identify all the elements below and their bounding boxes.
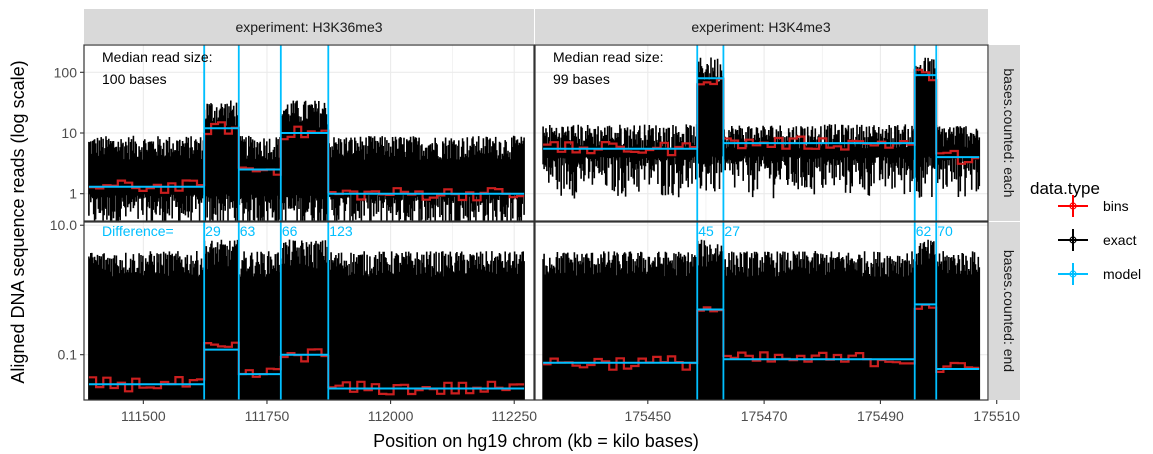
difference-label: Difference= <box>102 223 174 239</box>
legend-label: model <box>1103 266 1141 282</box>
x-tick-label: 112000 <box>368 408 414 424</box>
plot-area <box>542 239 981 400</box>
strip-top-left <box>84 9 534 44</box>
strip-label-row2: bases.counted: end <box>1001 250 1017 372</box>
strip-right-bottom <box>989 222 1020 400</box>
x-tick-label: 112250 <box>491 408 537 424</box>
x-axis-col1: 111500 111750 112000 112250 <box>121 400 537 424</box>
exact-series <box>542 239 981 400</box>
median-read-note: 100 bases <box>102 71 167 87</box>
x-tick-label: 175490 <box>857 408 904 424</box>
model-series <box>88 127 525 195</box>
x-tick-label: 175450 <box>624 408 671 424</box>
y-tick-label: 100 <box>54 64 78 80</box>
x-tick-label: 175510 <box>973 408 1020 424</box>
y-axis-row1: 1 10 100 <box>54 64 84 202</box>
difference-value: 70 <box>937 223 953 239</box>
model-series <box>88 348 525 390</box>
x-tick-label: 111500 <box>121 408 166 424</box>
x-axis-col2: 175450 175470 175490 175510 <box>624 400 1020 424</box>
y-tick-label: 1 <box>69 186 77 202</box>
legend: data.type bins exact model <box>1030 179 1141 285</box>
difference-value: 29 <box>205 223 221 239</box>
legend-key-point <box>1069 202 1077 210</box>
legend-item-model: model <box>1058 263 1141 285</box>
panel-h3k4me3-each: Median read size: 99 bases <box>534 44 989 222</box>
median-read-note: Median read size: <box>102 49 213 65</box>
legend-title: data.type <box>1030 179 1100 198</box>
strip-label-row1: bases.counted: each <box>1001 68 1017 197</box>
x-tick-label: 175470 <box>741 408 788 424</box>
strip-label-col2: experiment: H3K4me3 <box>691 19 831 35</box>
difference-value: 45 <box>698 223 714 239</box>
difference-value: 66 <box>282 223 298 239</box>
strip-top-right <box>535 9 988 44</box>
legend-item-exact: exact <box>1058 229 1137 251</box>
plot-area <box>542 57 981 199</box>
panel-h3k4me3-end: 45 27 62 70 <box>534 221 989 401</box>
panel-border <box>83 221 535 401</box>
y-tick-label: 0.1 <box>58 347 78 363</box>
panel-h3k36me3-each: Median read size: 100 bases <box>83 44 535 222</box>
y-tick-label: 10 <box>61 125 77 141</box>
legend-item-bins: bins <box>1058 195 1129 217</box>
strip-label-col1: experiment: H3K36me3 <box>235 19 382 35</box>
panel-h3k36me3-end: Difference= 29 63 66 123 <box>83 221 535 401</box>
model-series <box>543 303 980 371</box>
panel-border <box>534 221 989 401</box>
legend-label: bins <box>1103 198 1129 214</box>
strip-right-top <box>989 45 1020 221</box>
bins-series <box>88 341 525 396</box>
difference-value: 63 <box>240 223 256 239</box>
plot-area <box>88 100 525 221</box>
panel-border <box>534 44 989 222</box>
y-axis-title: Aligned DNA sequence reads (log scale) <box>8 60 28 383</box>
plot-area <box>88 239 525 400</box>
y-tick-label: 10.0 <box>50 217 77 233</box>
bins-series <box>88 121 525 202</box>
x-axis-title: Position on hg19 chrom (kb = kilo bases) <box>373 431 699 451</box>
legend-label: exact <box>1103 232 1137 248</box>
x-tick-label: 111750 <box>245 408 290 424</box>
exact-series <box>88 239 525 400</box>
median-read-note: Median read size: <box>553 49 664 65</box>
legend-key-point <box>1069 236 1077 244</box>
legend-items: bins exact model <box>1058 195 1141 285</box>
difference-value: 62 <box>916 223 932 239</box>
median-read-note: 99 bases <box>553 71 610 87</box>
model-series <box>543 74 980 159</box>
difference-value: 27 <box>724 223 740 239</box>
legend-key-point <box>1069 270 1077 278</box>
y-axis-row2: 0.1 10.0 <box>50 217 84 363</box>
difference-value: 123 <box>329 223 353 239</box>
